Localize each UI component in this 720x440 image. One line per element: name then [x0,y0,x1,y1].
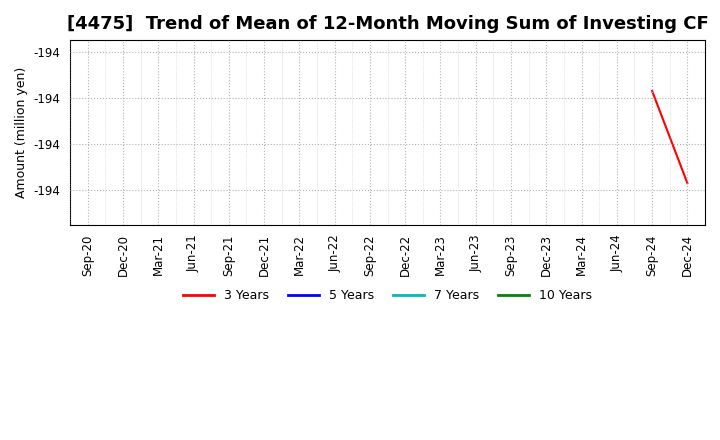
Legend: 3 Years, 5 Years, 7 Years, 10 Years: 3 Years, 5 Years, 7 Years, 10 Years [178,284,598,307]
Title: [4475]  Trend of Mean of 12-Month Moving Sum of Investing CF: [4475] Trend of Mean of 12-Month Moving … [67,15,708,33]
Y-axis label: Amount (million yen): Amount (million yen) [15,67,28,198]
